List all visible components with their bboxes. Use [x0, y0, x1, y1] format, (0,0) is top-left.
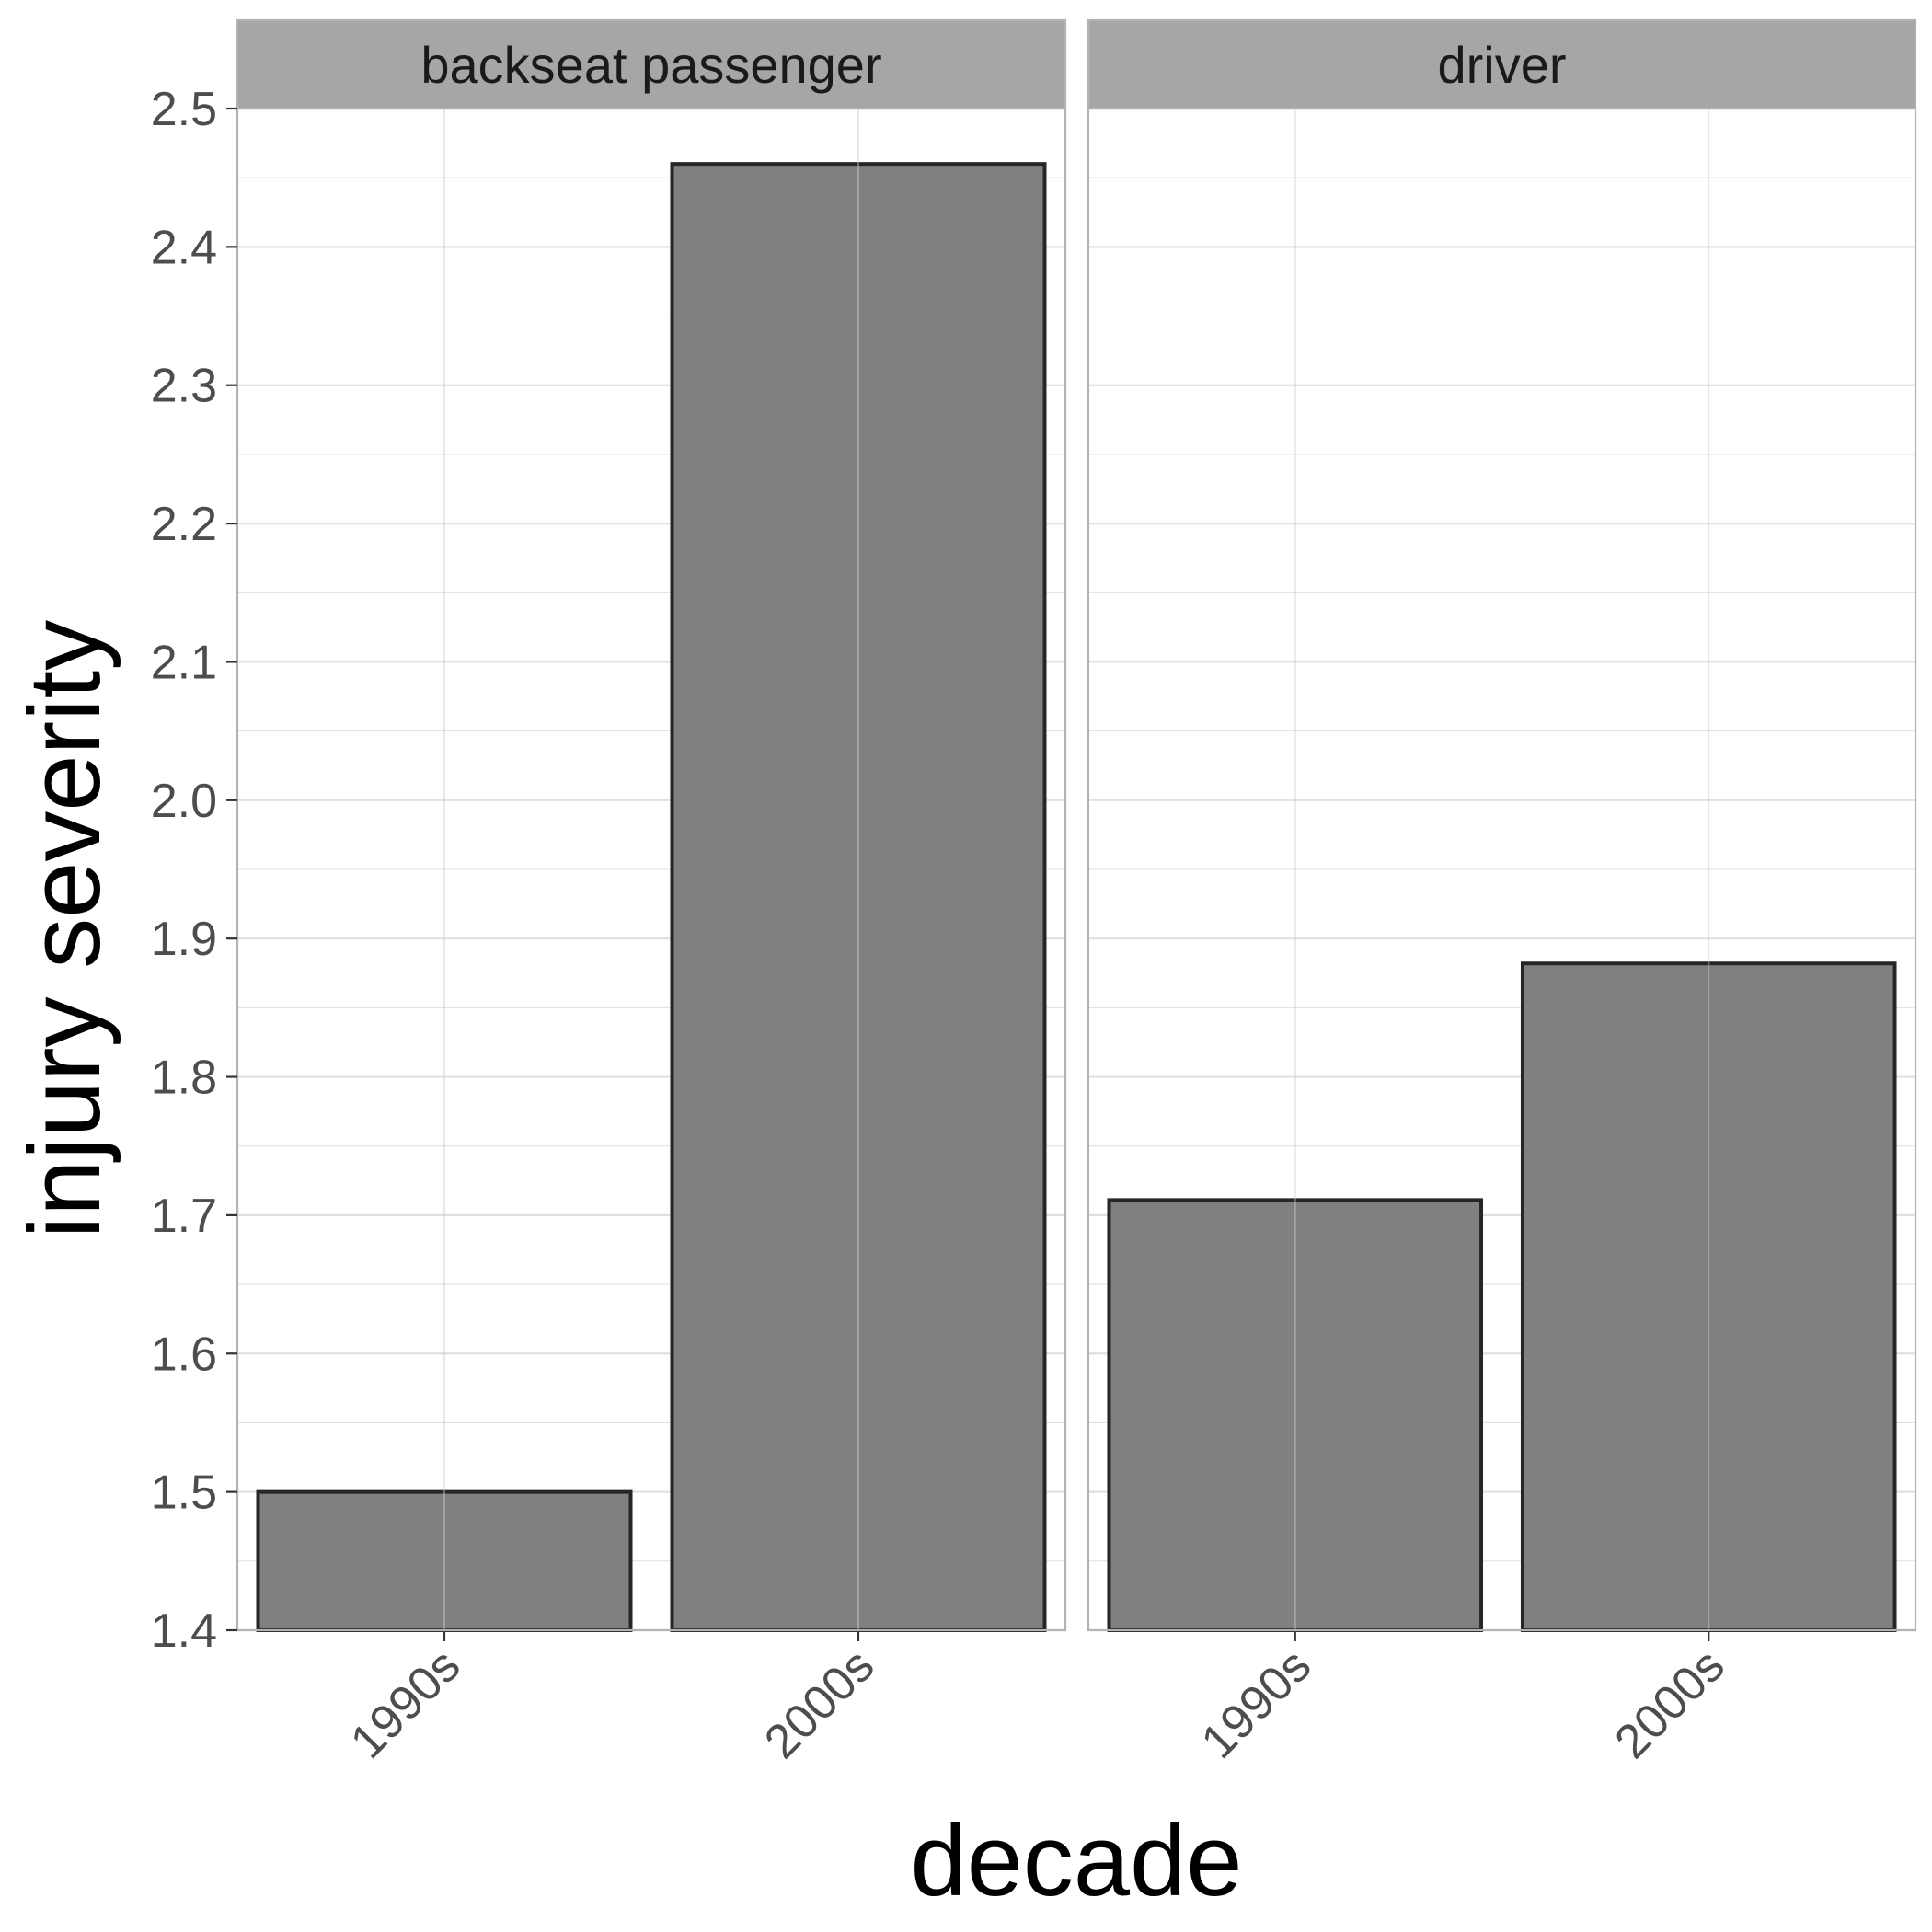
x-tick-label: 2000s	[754, 1639, 884, 1768]
x-tick-label: 1990s	[1191, 1639, 1321, 1768]
y-tick-label: 1.5	[151, 1466, 217, 1520]
bar-backseat-passenger-1990s	[256, 1489, 633, 1632]
facet-strip-label: backseat passenger	[420, 36, 881, 94]
bar-driver-1990s	[1107, 1198, 1484, 1633]
y-tick-label: 1.4	[151, 1604, 217, 1658]
y-tick-label: 1.6	[151, 1328, 217, 1381]
bar-layer	[256, 162, 1897, 1633]
y-tick-label: 2.2	[151, 498, 217, 551]
bar-backseat-passenger-2000s	[670, 162, 1047, 1632]
x-tick-label: 2000s	[1605, 1639, 1735, 1768]
facet-strip	[1087, 18, 1917, 110]
vertical-grid-layer	[443, 109, 1710, 1630]
y-tick-label: 2.4	[151, 221, 217, 274]
y-tick-label: 1.7	[151, 1190, 217, 1243]
y-tick-label: 1.8	[151, 1052, 217, 1105]
x-tick-label: 1990s	[340, 1639, 470, 1768]
facet-strip	[236, 18, 1067, 110]
facet-strip-label: driver	[1437, 36, 1566, 94]
y-tick-label: 2.3	[151, 360, 217, 413]
y-tick-label: 2.1	[151, 636, 217, 689]
bar-driver-2000s	[1520, 961, 1897, 1633]
x-axis-title: decade	[911, 1804, 1243, 1917]
y-tick-label: 2.0	[151, 775, 217, 828]
y-tick-label: 1.9	[151, 913, 217, 966]
frame-layer	[226, 18, 1917, 1641]
y-tick-label: 2.5	[151, 83, 217, 136]
y-axis-title: injury severity	[8, 620, 121, 1238]
